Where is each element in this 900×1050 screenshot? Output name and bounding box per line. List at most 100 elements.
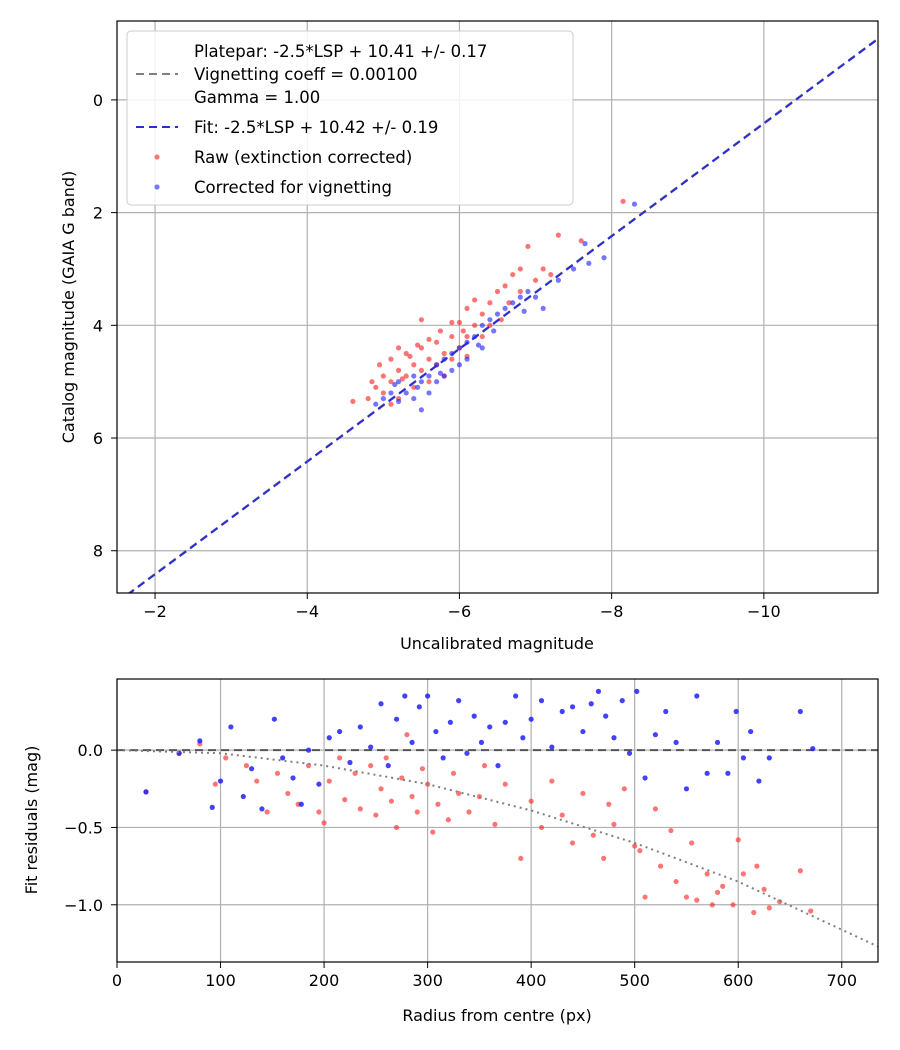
- corrected-residual-point: [740, 755, 747, 761]
- x-tick-label: 300: [412, 971, 443, 990]
- raw-residual-point: [580, 790, 586, 797]
- corrected-residual-point: [733, 708, 739, 715]
- corrected-residual-point: [595, 688, 602, 694]
- raw-residual-point: [549, 778, 555, 784]
- raw-point: [620, 198, 626, 204]
- raw-point: [388, 379, 394, 385]
- corrected-residual-point: [569, 704, 576, 710]
- raw-point: [434, 339, 440, 345]
- corrected-residual-point: [440, 755, 446, 761]
- corrected-point: [411, 373, 417, 379]
- y-tick-label: 4: [93, 316, 103, 335]
- corrected-point: [494, 311, 501, 317]
- top-chart-y-ticks: 0 2 4 6 8: [93, 91, 117, 561]
- raw-point: [403, 350, 409, 357]
- corrected-residual-point: [416, 704, 422, 710]
- corrected-point: [403, 390, 409, 396]
- raw-point: [388, 401, 394, 407]
- raw-point: [532, 277, 539, 283]
- raw-point: [517, 288, 523, 295]
- corrected-residual-point: [520, 735, 526, 741]
- raw-residual-point: [689, 840, 695, 846]
- raw-point: [369, 379, 375, 385]
- x-tick-label: 700: [826, 971, 857, 990]
- raw-residual-point: [606, 801, 612, 807]
- raw-residual-point: [466, 809, 472, 815]
- raw-point: [525, 243, 531, 250]
- corrected-point: [502, 305, 508, 312]
- raw-point: [426, 356, 432, 362]
- raw-residual-point: [538, 824, 545, 831]
- corrected-point: [418, 407, 424, 413]
- corrected-point: [521, 308, 527, 314]
- raw-residual-point: [808, 908, 814, 914]
- corrected-point: [395, 398, 402, 404]
- raw-point: [418, 345, 424, 351]
- corrected-residual-point: [357, 724, 363, 730]
- raw-point: [479, 333, 485, 340]
- raw-residual-point: [450, 770, 457, 776]
- top-chart-frame: [116, 20, 879, 594]
- corrected-residual-point: [378, 701, 384, 707]
- raw-point: [426, 336, 432, 343]
- corrected-residual-point: [447, 719, 453, 725]
- raw-residual-point: [704, 871, 710, 877]
- corrected-residual-point: [197, 738, 203, 744]
- raw-residual-point: [223, 755, 229, 761]
- corrected-residual-point: [456, 698, 462, 704]
- corrected-point: [464, 356, 470, 362]
- raw-point: [502, 283, 508, 289]
- raw-residual-point: [388, 798, 394, 804]
- legend-gamma-label: Gamma = 1.00: [194, 88, 320, 107]
- y-tick-label: −1.0: [64, 896, 103, 915]
- corrected-residual-point: [347, 759, 353, 766]
- corrected-point: [426, 373, 432, 379]
- raw-residual-point: [673, 878, 679, 885]
- raw-residual-point: [502, 781, 508, 787]
- raw-residual-point: [754, 863, 760, 869]
- raw-residual-point: [797, 868, 803, 874]
- raw-residual-point: [264, 809, 270, 815]
- corrected-point: [388, 390, 394, 396]
- corrected-point: [434, 379, 440, 385]
- corrected-residual-point: [217, 778, 224, 784]
- corrected-residual-point: [619, 698, 625, 704]
- corrected-residual-point: [209, 804, 215, 810]
- y-tick-label: 2: [93, 204, 103, 223]
- corrected-points-series: [373, 201, 638, 413]
- raw-point: [494, 288, 501, 295]
- raw-point: [407, 353, 413, 359]
- raw-point: [449, 356, 455, 362]
- x-tick-label: −2: [143, 602, 167, 621]
- x-tick-label: −10: [747, 602, 781, 621]
- corrected-residual-point: [495, 763, 501, 769]
- fit-line: [128, 38, 878, 593]
- raw-point: [555, 232, 561, 238]
- raw-residual-point: [393, 824, 400, 831]
- raw-point: [472, 297, 478, 303]
- x-tick-label: −6: [448, 602, 472, 621]
- raw-residual-point: [316, 809, 322, 815]
- raw-points-series: [350, 198, 626, 407]
- y-tick-label: −0.5: [64, 818, 103, 837]
- bottom-chart-x-ticks: 0 100 200 300 400 500 600 700: [112, 962, 857, 990]
- raw-point: [414, 342, 421, 348]
- corrected-residual-point: [385, 763, 391, 769]
- raw-point: [395, 367, 402, 373]
- corrected-point: [456, 345, 463, 351]
- raw-residual-point: [414, 809, 420, 815]
- corrected-point: [395, 379, 402, 385]
- legend-raw-marker: [154, 154, 160, 160]
- raw-residual-point: [528, 798, 534, 804]
- corrected-residual-point: [478, 739, 485, 746]
- corrected-point: [475, 342, 482, 348]
- raw-point: [418, 367, 424, 373]
- bottom-chart-y-label: Fit residuals (mag): [22, 746, 41, 895]
- raw-residual-point: [730, 902, 736, 908]
- corrected-residual-point: [704, 770, 710, 776]
- corrected-residual-point: [326, 735, 332, 741]
- top-chart-legend: Platepar: -2.5*LSP + 10.41 +/- 0.17 Vign…: [126, 30, 574, 206]
- corrected-residual-point: [538, 698, 545, 704]
- corrected-point: [525, 288, 531, 295]
